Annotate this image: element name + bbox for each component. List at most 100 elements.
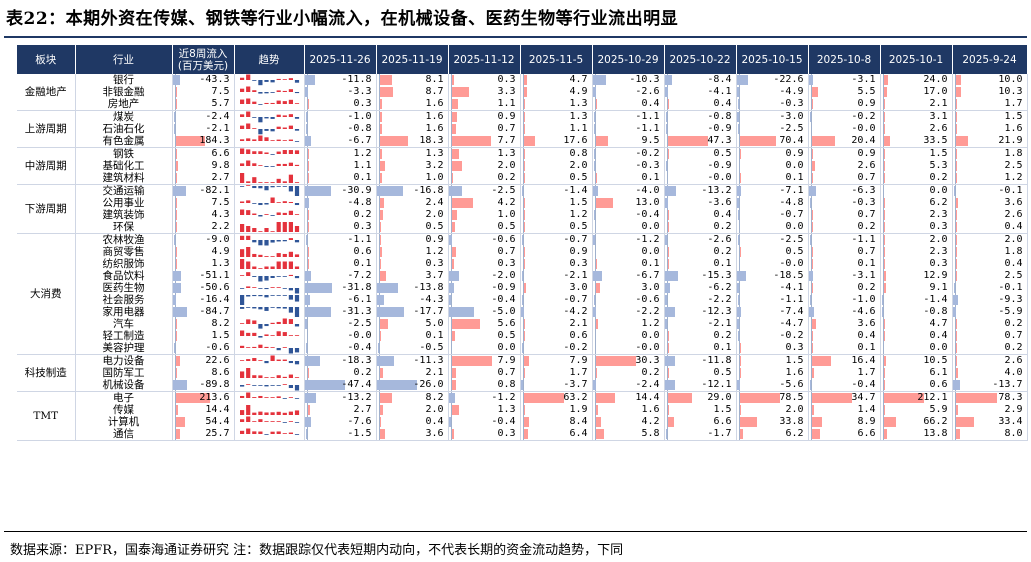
data-bar — [667, 405, 669, 415]
week-value-cell: 2.4 — [376, 197, 449, 209]
bar-axis — [174, 98, 176, 110]
bar-axis — [954, 342, 956, 354]
bar-axis — [594, 428, 596, 440]
bar-axis — [738, 330, 740, 342]
trend-sparkline — [239, 197, 299, 206]
week-value-cell: 0.2 — [952, 318, 1028, 330]
week-value-cell: -1.1 — [304, 233, 377, 246]
week-value: -0.6 — [635, 294, 660, 305]
trend-sparkline — [239, 286, 299, 294]
week-value-cell: 63.2 — [520, 391, 593, 404]
week-value: 1.6 — [785, 367, 804, 378]
trend-bar — [288, 432, 293, 434]
bar-axis — [306, 318, 308, 330]
trend-sparkline — [239, 185, 299, 196]
data-bar — [523, 112, 525, 122]
trend-cell — [234, 172, 305, 185]
data-bar — [451, 356, 492, 366]
bar-axis — [954, 123, 956, 135]
data-bar — [955, 271, 957, 281]
trend-bar — [239, 186, 244, 187]
bar-axis — [378, 197, 380, 209]
cumulative-cell: 1.5 — [172, 330, 235, 342]
data-bar — [667, 331, 669, 341]
trend-bar — [276, 139, 281, 141]
week-value: 2.0 — [497, 160, 516, 171]
week-value-cell: 78.5 — [736, 391, 809, 404]
trend-bar — [282, 186, 287, 187]
week-value: 1.7 — [569, 367, 588, 378]
data-bar — [305, 235, 307, 245]
trend-bar — [276, 375, 281, 378]
week-value-cell: 1.7 — [520, 367, 593, 379]
bar-axis — [522, 123, 524, 135]
week-value-cell: 2.0 — [376, 404, 449, 416]
bar-axis — [738, 221, 740, 233]
week-value-cell: 1.2 — [520, 209, 593, 221]
data-bar — [451, 87, 469, 97]
trend-bar — [294, 361, 299, 365]
week-value-cell: 0.8 — [520, 147, 593, 160]
week-value: 4.2 — [497, 197, 516, 208]
data-bar — [376, 295, 384, 305]
data-bar — [883, 247, 885, 257]
week-value-cell: -18.3 — [304, 354, 377, 367]
week-value-cell: -2.5 — [736, 233, 809, 246]
trend-bar — [282, 222, 287, 232]
trend-bar — [270, 197, 275, 203]
trend-cell — [234, 416, 305, 428]
trend-bar — [263, 186, 269, 191]
cumulative-value: -43.3 — [199, 74, 230, 85]
trend-bar — [263, 137, 269, 141]
trend-bar — [270, 240, 275, 243]
week-value: -0.8 — [347, 123, 372, 134]
week-value: 212.1 — [917, 392, 948, 403]
week-value: -2.5 — [491, 185, 516, 196]
week-value: 33.5 — [923, 135, 948, 146]
bar-axis — [954, 98, 956, 110]
bar-axis — [810, 135, 812, 147]
data-bar — [593, 112, 595, 122]
bar-axis — [738, 318, 740, 330]
trend-bar — [288, 421, 293, 422]
week-value: -0.6 — [491, 234, 516, 245]
bar-axis — [522, 234, 524, 246]
industry-cell: 银行 — [75, 74, 173, 86]
week-value: 70.4 — [779, 135, 804, 146]
trend-bar — [270, 266, 275, 269]
data-bar — [379, 198, 384, 208]
trend-bar — [251, 287, 256, 288]
week-value: -3.3 — [347, 86, 372, 97]
week-value: 0.8 — [497, 379, 516, 390]
table-row: 医药生物 -50.6 -31.8 -13.8 -0.9 3.0 3.0 -6.2 -4.1 0.2… — [17, 282, 1028, 294]
week-value: 0.6 — [569, 330, 588, 341]
data-bar — [737, 99, 739, 109]
week-value-cell: 0.1 — [376, 330, 449, 342]
week-value: 0.3 — [497, 74, 516, 85]
bar-axis — [378, 404, 380, 416]
week-value-cell: 0.4 — [952, 221, 1028, 234]
data-bar — [739, 368, 741, 378]
week-value: -13.7 — [992, 379, 1023, 390]
trend-bar — [257, 151, 262, 154]
data-bar — [811, 319, 816, 329]
data-bar — [881, 307, 883, 317]
data-bar — [304, 283, 332, 293]
data-bar — [595, 136, 608, 146]
bar-axis — [306, 160, 308, 172]
week-value: 0.5 — [713, 148, 732, 159]
week-value-cell: -4.3 — [376, 294, 449, 306]
data-bar — [955, 222, 957, 232]
week-value: -1.5 — [347, 428, 372, 439]
data-bar — [809, 295, 811, 305]
data-bar — [521, 235, 523, 245]
trend-bar — [251, 101, 256, 104]
week-value: 1.5 — [785, 355, 804, 366]
industry-cell: 商贸零售 — [75, 246, 173, 258]
bar-axis — [174, 111, 176, 123]
cumulative-value: -16.4 — [199, 294, 230, 305]
data-bar — [304, 380, 345, 390]
trend-bar — [294, 103, 299, 104]
trend-bar — [251, 295, 256, 297]
week-value-cell: 4.0 — [952, 367, 1028, 379]
